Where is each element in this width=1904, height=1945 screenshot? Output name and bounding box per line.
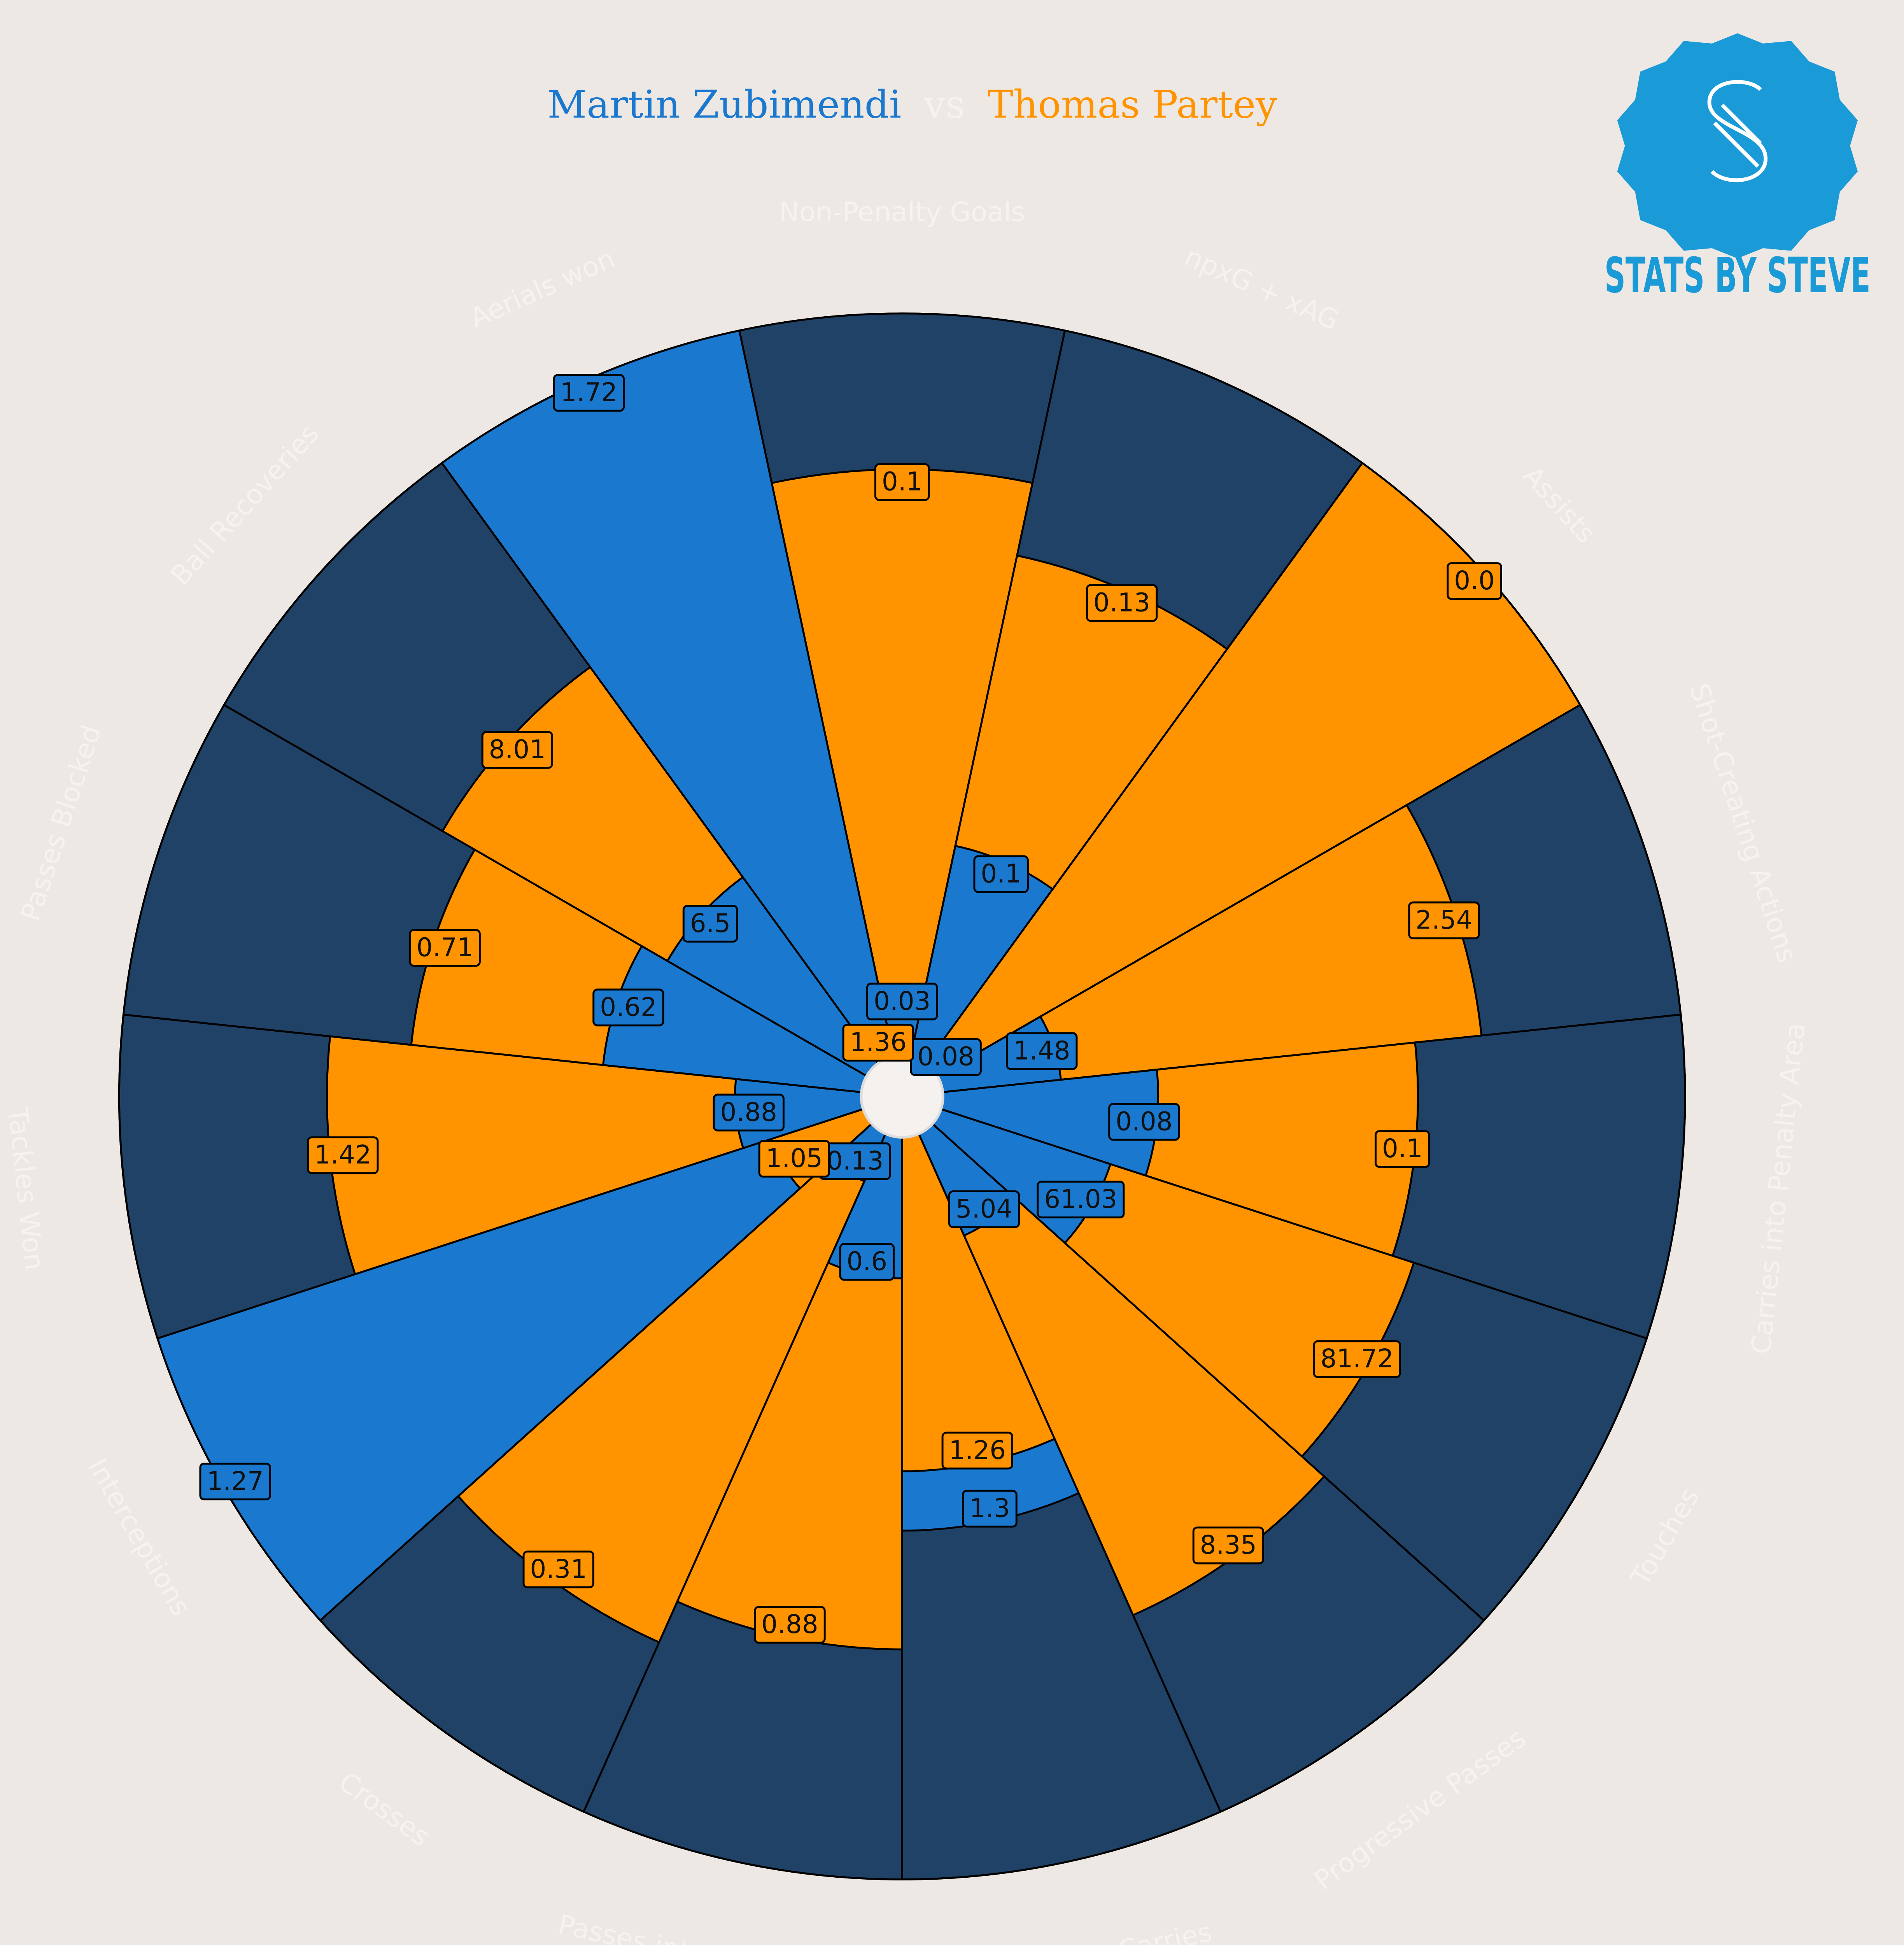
value-label-text: 6.5 (690, 908, 731, 938)
value-label: 1.05 (758, 1140, 830, 1178)
value-label-box (592, 988, 664, 1027)
value-label-text: 2.54 (1415, 905, 1472, 935)
title-connector: vs (923, 82, 965, 127)
value-label: 8.35 (1192, 1526, 1264, 1565)
value-label-text: 1.26 (949, 1435, 1006, 1465)
value-label-text: 1.3 (969, 1493, 1010, 1523)
value-label-box (1192, 1526, 1264, 1565)
value-label-text: 8.01 (489, 734, 546, 764)
value-label: 1.72 (553, 374, 625, 412)
value-label: 0.1 (874, 463, 930, 501)
logo: STATS BY STEVE (1604, 33, 1871, 304)
outer-ring (118, 312, 1686, 1880)
value-label: 2.54 (1408, 901, 1480, 939)
value-label: 0.71 (409, 929, 481, 967)
value-label-box (839, 1243, 895, 1281)
value-label-text: 0.88 (720, 1097, 777, 1127)
value-label-text: 0.08 (917, 1042, 974, 1072)
value-label-box (1108, 1103, 1180, 1141)
value-label-box (1086, 584, 1158, 622)
title-player-1: Martin Zubimendi (547, 82, 901, 127)
value-label: 0.1 (973, 855, 1029, 893)
value-label: 1.3 (962, 1489, 1018, 1528)
value-label-text: 5.04 (956, 1194, 1012, 1224)
value-label: 1.36 (842, 1023, 914, 1062)
value-label-box (1037, 1181, 1125, 1219)
value-label-box (1408, 901, 1480, 939)
value-label-box (713, 1093, 785, 1132)
category-label: Non-Penalty Goals (779, 196, 1025, 228)
value-label-text: 1.27 (207, 1466, 263, 1496)
value-label-box (874, 463, 930, 501)
value-label-text: 0.88 (761, 1609, 818, 1639)
value-label-box (754, 1606, 826, 1644)
value-label-box (758, 1140, 830, 1178)
value-label: 61.03 (1037, 1181, 1125, 1219)
value-label-text: 0.08 (1116, 1106, 1172, 1136)
value-label-text: 1.05 (766, 1143, 823, 1173)
value-label-box (962, 1489, 1018, 1528)
value-label-box (481, 731, 553, 769)
value-label-text: 1.48 (1013, 1036, 1070, 1065)
value-label-text: 61.03 (1044, 1184, 1117, 1214)
value-label: 0.13 (1086, 584, 1158, 622)
value-label: 1.48 (1006, 1032, 1078, 1070)
value-label-text: 1.42 (314, 1140, 371, 1170)
value-label: 1.26 (941, 1432, 1013, 1470)
value-label: 0.1 (1375, 1130, 1430, 1168)
value-label: 1.27 (199, 1463, 271, 1501)
value-label: 0.0 (1447, 562, 1502, 600)
value-label: 0.08 (1108, 1103, 1180, 1141)
value-label-text: 0.13 (827, 1146, 883, 1176)
value-label: 0.62 (592, 988, 664, 1027)
value-label-text: 1.36 (850, 1027, 906, 1057)
value-label-box (941, 1432, 1013, 1470)
value-label: 0.13 (819, 1142, 891, 1180)
value-label: 0.88 (713, 1093, 785, 1132)
value-label: 0.03 (866, 983, 938, 1021)
value-label: 1.42 (307, 1136, 379, 1174)
value-label-box (682, 904, 738, 943)
title: Martin Zubimendi vs Thomas Partey (547, 82, 1277, 127)
value-label: 81.72 (1313, 1340, 1401, 1378)
value-label-text: 1.72 (561, 377, 617, 407)
value-label-box (1375, 1130, 1430, 1168)
value-label-text: 0.13 (1093, 587, 1150, 617)
value-label-box (1447, 562, 1502, 600)
value-label-box (409, 929, 481, 967)
value-label-box (199, 1463, 271, 1501)
value-label-box (522, 1551, 594, 1589)
value-label-text: 0.1 (981, 859, 1021, 888)
value-label-box (1313, 1340, 1401, 1378)
title-player-2: Thomas Partey (988, 82, 1277, 127)
value-label-text: 0.31 (530, 1554, 587, 1584)
logo-icon (1707, 80, 1768, 182)
value-label-text: 81.72 (1321, 1344, 1394, 1374)
value-label: 0.6 (839, 1243, 895, 1281)
value-label-text: 0.0 (1454, 566, 1495, 596)
value-label-text: 0.1 (1382, 1134, 1423, 1163)
value-label-box (948, 1190, 1020, 1228)
value-label-text: 0.62 (600, 992, 657, 1022)
value-label: 0.31 (522, 1551, 594, 1589)
value-label-text: 0.71 (417, 932, 473, 962)
value-label-text: 0.03 (874, 986, 930, 1016)
value-label: 6.5 (682, 904, 738, 943)
value-label: 8.01 (481, 731, 553, 769)
value-label-box (553, 374, 625, 412)
logo-text: STATS BY STEVE (1604, 247, 1871, 304)
value-label-text: 0.6 (847, 1246, 888, 1276)
value-label: 0.08 (910, 1038, 982, 1076)
value-label: 5.04 (948, 1190, 1020, 1228)
value-label-box (842, 1023, 914, 1062)
value-label-box (1006, 1032, 1078, 1070)
value-label-box (866, 983, 938, 1021)
value-label-box (973, 855, 1029, 893)
value-label-box (307, 1136, 379, 1174)
value-label: 0.88 (754, 1606, 826, 1644)
value-label-text: 8.35 (1200, 1530, 1257, 1560)
value-label-text: 0.1 (882, 467, 923, 497)
